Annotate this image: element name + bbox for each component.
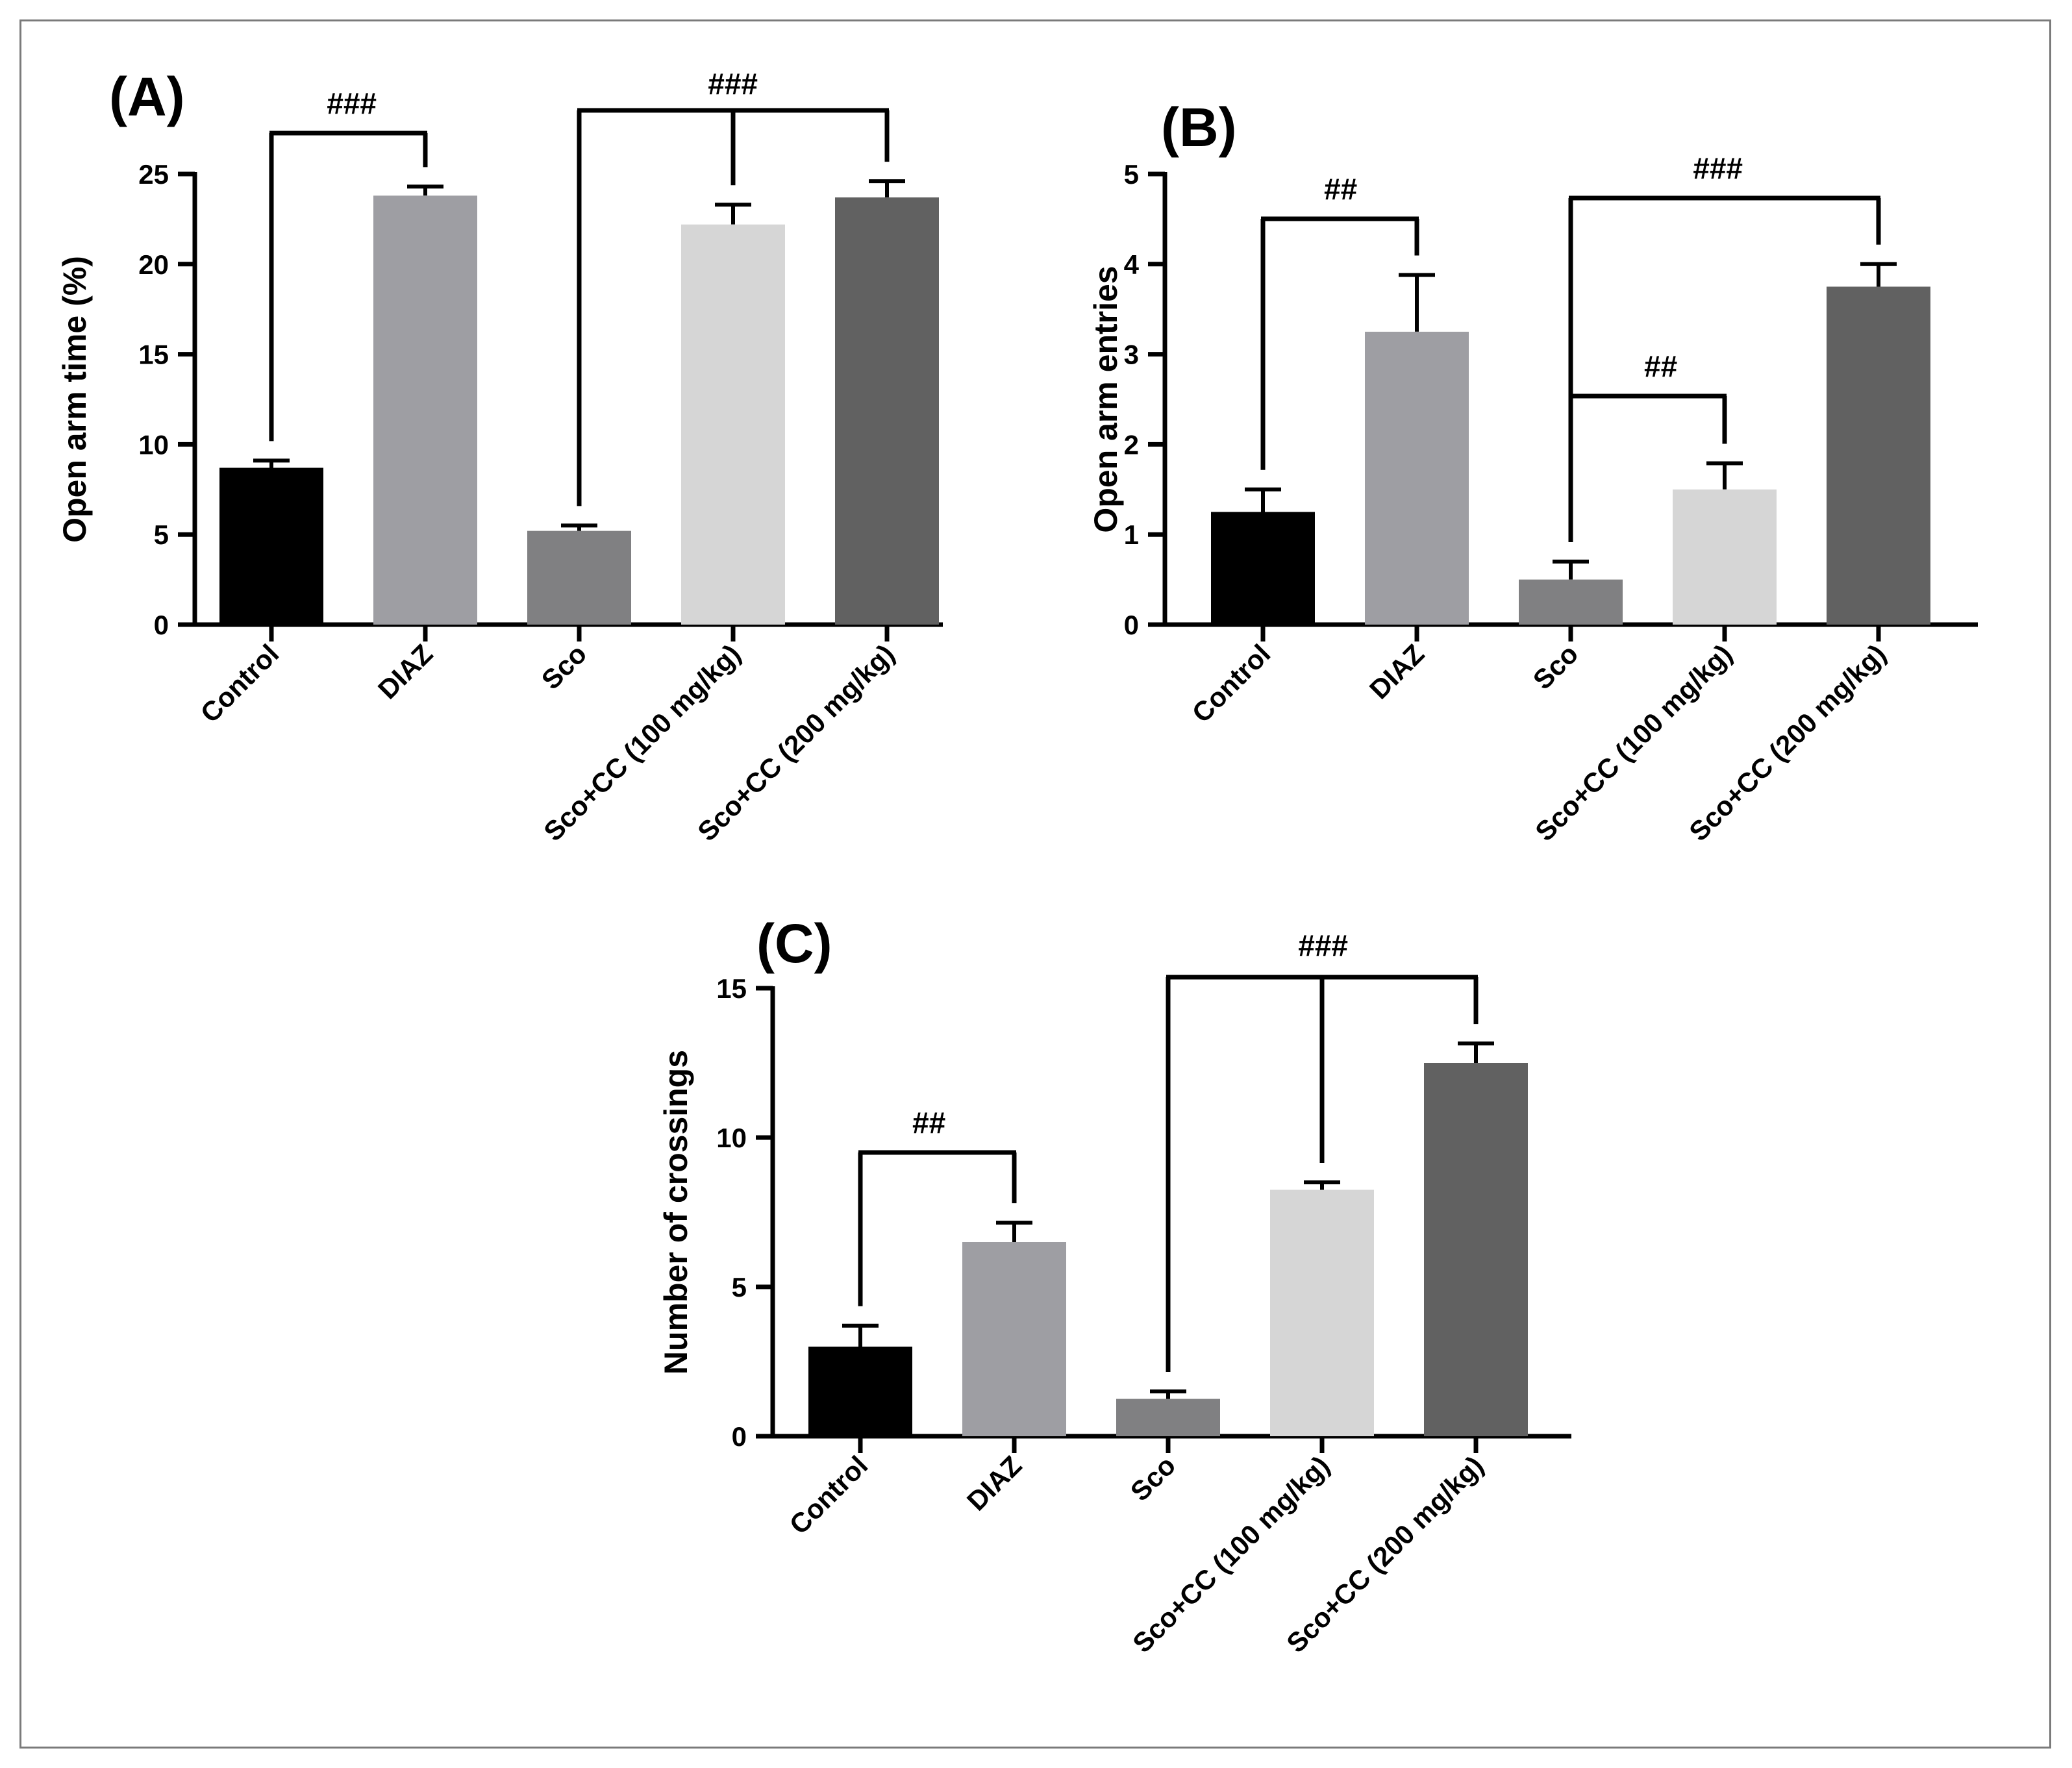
x-tick-label: Control	[784, 1450, 874, 1540]
significance-label: ###	[1298, 928, 1348, 962]
x-tick-label: Control	[1186, 638, 1277, 728]
y-tick-label: 5	[732, 1272, 747, 1302]
y-axis-title: Open arm entries	[1088, 266, 1124, 532]
y-tick-label: 15	[138, 340, 169, 370]
significance-label: ##	[912, 1106, 945, 1139]
x-tick-label: DIAZ	[961, 1450, 1028, 1517]
y-tick-label: 15	[716, 973, 747, 1004]
panel-a: (A) Open arm time (%) 0 5 10 15 20 25 Control DIA…	[56, 66, 943, 847]
significance-label: ###	[327, 86, 377, 120]
y-tick-label: 0	[1124, 610, 1139, 640]
y-tick-label: 1	[1124, 519, 1139, 550]
y-tick-label: 25	[138, 159, 169, 190]
bar	[1116, 1399, 1220, 1436]
y-tick-label: 10	[138, 429, 169, 460]
bar	[681, 224, 785, 625]
x-tick-label: DIAZ	[1364, 638, 1430, 705]
y-tick-label: 3	[1124, 340, 1139, 370]
significance-label: ##	[1323, 172, 1357, 206]
y-axis-title: Number of crossings	[658, 1050, 694, 1375]
bar	[1827, 286, 1930, 625]
y-tick-label: 10	[716, 1123, 747, 1153]
bar	[1673, 489, 1777, 625]
y-tick-label: 5	[1124, 159, 1139, 190]
x-tick-label: Sco	[1527, 638, 1584, 695]
bar	[219, 467, 323, 625]
x-tick-label: DIAZ	[372, 638, 439, 705]
x-tick-label: Control	[195, 638, 285, 728]
x-tick-label: Sco	[536, 638, 593, 695]
y-tick-label: 0	[732, 1421, 747, 1452]
bar	[1519, 579, 1623, 625]
significance-label: ###	[708, 67, 758, 101]
bar	[962, 1242, 1066, 1436]
y-tick-label: 2	[1124, 429, 1139, 460]
panel-label: (A)	[109, 66, 185, 127]
figure-frame	[19, 19, 2051, 1749]
y-tick-label: 4	[1124, 249, 1140, 280]
y-tick-label: 5	[154, 519, 169, 550]
y-axis-title: Open arm time (%)	[56, 256, 93, 543]
panel-label: (C)	[756, 913, 832, 974]
y-tick-label: 20	[138, 249, 169, 280]
panel-label: (B)	[1161, 97, 1237, 158]
bar	[1424, 1063, 1528, 1436]
significance-label: ##	[1643, 349, 1677, 383]
bar	[835, 197, 939, 625]
significance-label: ###	[1693, 151, 1743, 185]
bar	[527, 530, 631, 625]
bar	[808, 1347, 912, 1436]
panel-c: (C) Number of crossings 0 5 10 15 Control DIAZ S…	[658, 913, 1571, 1658]
x-tick-label: Sco	[1125, 1450, 1182, 1507]
bar	[373, 195, 477, 625]
bar	[1270, 1189, 1374, 1436]
y-tick-label: 0	[154, 610, 169, 640]
bar	[1211, 512, 1315, 625]
bar	[1365, 331, 1469, 625]
